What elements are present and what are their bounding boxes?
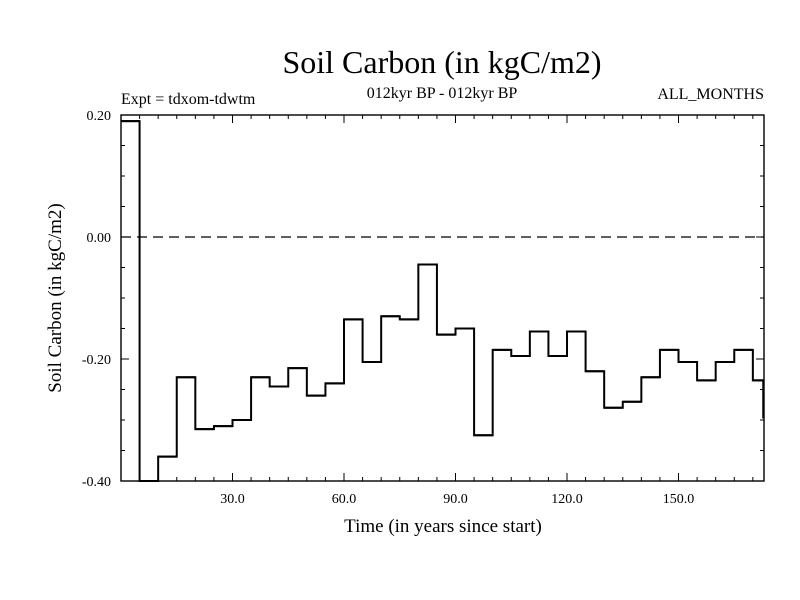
x-tick-label: 90.0	[443, 492, 468, 507]
y-tick-label: 0.20	[87, 109, 112, 124]
series-group	[121, 120, 764, 482]
experiment-label: Expt = tdxom-tdwtm	[121, 91, 256, 108]
chart-subtitle: 012kyr BP - 012kyr BP	[367, 85, 518, 102]
x-axis-label: Time (in years since start)	[344, 516, 542, 537]
x-tick-label: 120.0	[551, 492, 583, 507]
tick-labels: 30.0 60.0 90.0 120.0 150.0 -0.40 -0.20 0.00 0.20	[82, 109, 694, 507]
plot-frame	[120, 114, 765, 482]
chart-title: Soil Carbon (in kgC/m2)	[282, 44, 601, 80]
y-tick-label: -0.20	[82, 353, 111, 368]
x-tick-label: 30.0	[220, 492, 245, 507]
y-axis-label: Soil Carbon (in kgC/m2)	[45, 203, 66, 392]
x-tick-label: 150.0	[663, 492, 695, 507]
y-tick-label: 0.00	[87, 231, 112, 246]
y-tick-label: -0.40	[82, 475, 111, 490]
x-tick-label: 60.0	[332, 492, 357, 507]
period-label: ALL_MONTHS	[657, 86, 764, 103]
